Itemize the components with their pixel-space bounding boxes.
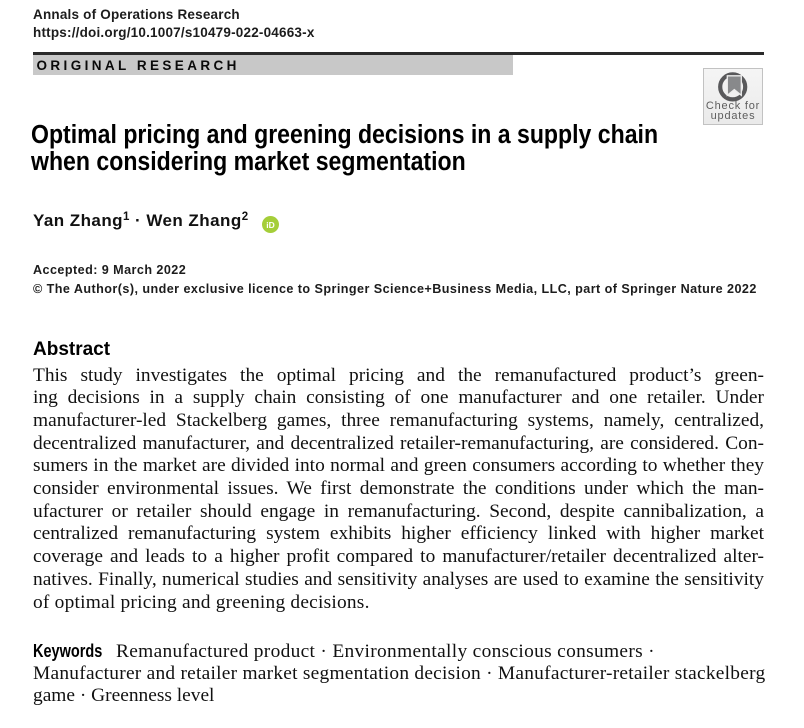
svg-text:iD: iD: [266, 220, 275, 230]
